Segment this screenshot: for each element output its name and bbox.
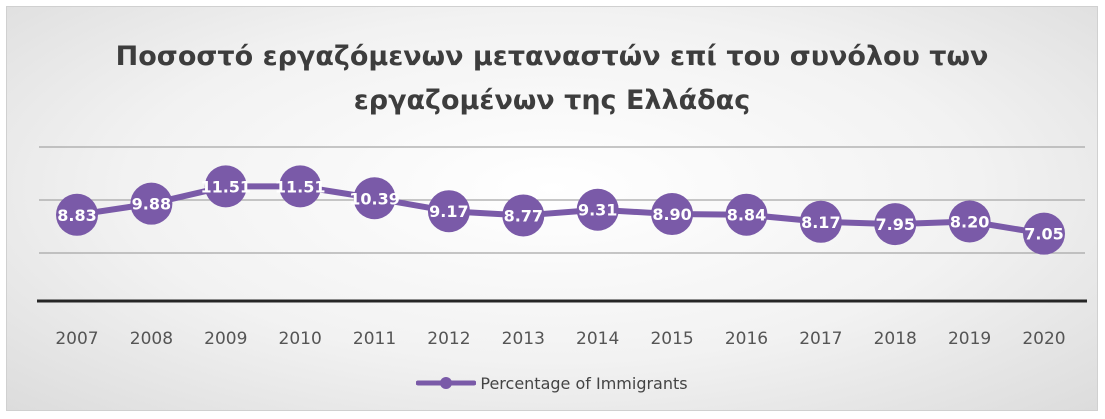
x-tick-label: 2019 — [948, 329, 991, 349]
data-point — [576, 188, 619, 231]
chart-frame: Ποσοστό εργαζόμενων μεταναστών επί του σ… — [6, 6, 1098, 411]
x-tick-label: 2012 — [427, 329, 470, 349]
data-point — [502, 194, 545, 237]
data-label: 8.90 — [652, 205, 691, 224]
x-tick-label: 2011 — [353, 329, 396, 349]
data-label: 10.39 — [349, 189, 400, 208]
data-label: 11.51 — [275, 177, 326, 196]
data-point — [279, 165, 322, 208]
data-point — [204, 165, 247, 208]
legend-label: Percentage of Immigrants — [480, 373, 688, 393]
legend: Percentage of Immigrants — [7, 373, 1097, 393]
x-tick-label: 2015 — [650, 329, 693, 349]
x-tick-label: 2016 — [725, 329, 768, 349]
data-point — [725, 193, 768, 236]
data-point — [874, 203, 917, 246]
data-point — [130, 182, 173, 225]
x-tick-label: 2013 — [502, 329, 545, 349]
x-tick-label: 2007 — [55, 329, 98, 349]
chart-title: Ποσοστό εργαζόμενων μεταναστών επί του σ… — [7, 35, 1097, 123]
data-point — [799, 200, 842, 243]
x-tick-label: 2008 — [130, 329, 173, 349]
data-label: 9.17 — [429, 202, 468, 221]
x-tick-label: 2014 — [576, 329, 619, 349]
data-label: 7.05 — [1024, 225, 1063, 244]
data-point — [353, 177, 396, 220]
data-point — [651, 193, 694, 236]
x-tick-label: 2017 — [799, 329, 842, 349]
data-label: 8.17 — [801, 213, 840, 232]
x-tick-label: 2018 — [874, 329, 917, 349]
x-tick-label: 2010 — [279, 329, 322, 349]
data-label: 8.83 — [57, 206, 96, 225]
data-point — [948, 200, 991, 243]
data-point — [1023, 212, 1065, 255]
data-point — [427, 190, 470, 233]
data-point — [56, 193, 98, 236]
data-label: 9.31 — [578, 201, 617, 220]
x-tick-label: 2009 — [204, 329, 247, 349]
data-label: 7.95 — [875, 215, 914, 234]
legend-swatch — [416, 377, 477, 389]
data-label: 8.20 — [950, 212, 989, 231]
x-tick-label: 2020 — [1022, 329, 1065, 349]
data-label: 8.84 — [727, 206, 766, 225]
data-label: 8.77 — [504, 206, 543, 225]
plot-area: 2007 2008 2009 2010 2011 2012 2013 2014 2015 2016… — [37, 146, 1087, 349]
chart-title-line-1: Ποσοστό εργαζόμενων μεταναστών επί του σ… — [115, 41, 989, 72]
data-label: 11.51 — [200, 177, 251, 196]
data-label: 9.88 — [132, 195, 171, 214]
chart-title-line-2: εργαζομένων της Ελλάδας — [353, 85, 751, 116]
